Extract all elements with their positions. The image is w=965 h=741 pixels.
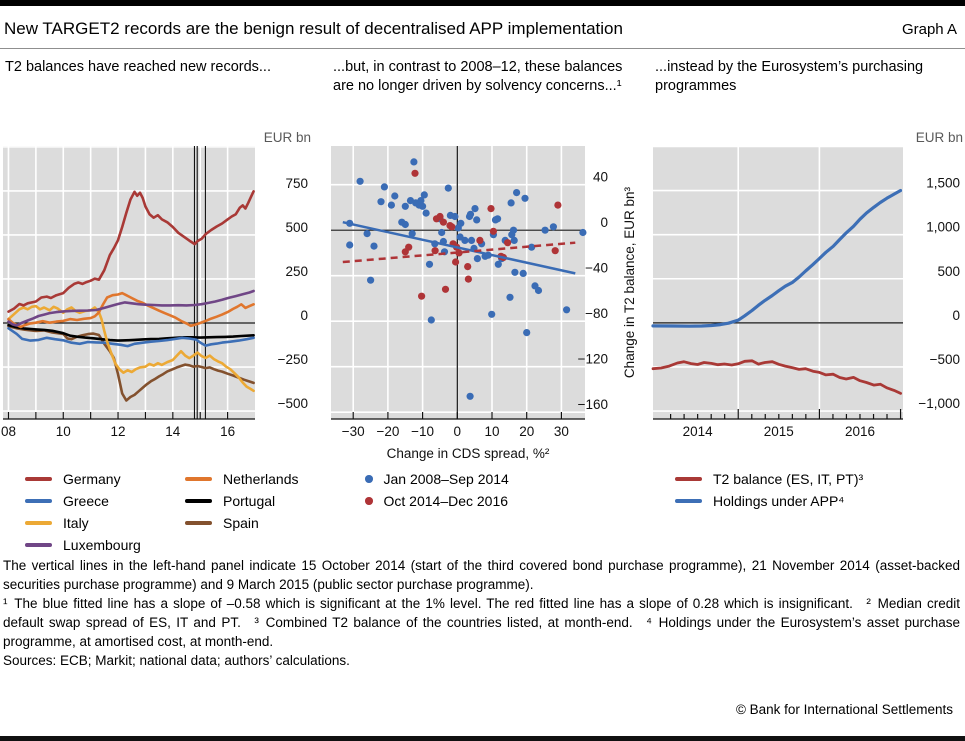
legend-label: Jan 2008–Sep 2014 bbox=[383, 471, 509, 487]
title-row: New TARGET2 records are the benign resul… bbox=[0, 6, 965, 39]
axis-unit-label: EUR bn bbox=[263, 130, 311, 145]
panel-subtitle: T2 balances have reached new records... bbox=[5, 59, 271, 75]
svg-text:10: 10 bbox=[484, 424, 499, 439]
svg-text:−10: −10 bbox=[411, 424, 434, 439]
svg-text:0: 0 bbox=[454, 424, 462, 439]
svg-text:−250: −250 bbox=[278, 352, 308, 367]
legend-label: Portugal bbox=[223, 493, 276, 509]
graph-label: Graph A bbox=[901, 21, 957, 38]
svg-text:Change in T2 balance, EUR bn³: Change in T2 balance, EUR bn³ bbox=[622, 186, 637, 378]
bottom-rule-bar bbox=[0, 736, 965, 741]
title-rule bbox=[0, 48, 965, 49]
italy-line-swatch bbox=[25, 521, 52, 525]
svg-text:14: 14 bbox=[165, 424, 181, 439]
legend-column: Netherlands Portugal Spain bbox=[185, 468, 299, 556]
legend-item-portugal: Portugal bbox=[185, 490, 299, 512]
top-rule-bar bbox=[0, 0, 965, 6]
svg-text:16: 16 bbox=[220, 424, 235, 439]
footnotes-text: ¹ The blue fitted line has a slope of –0… bbox=[3, 596, 960, 649]
panels-container: T2 balances have reached new records... … bbox=[0, 49, 965, 556]
line-chart-t2-balances: 08 10 12 14 16 750 500 250 0 −250 −500 bbox=[1, 146, 308, 439]
legend-item-red-period: Oct 2014–Dec 2016 bbox=[360, 490, 644, 512]
panel-app-holdings: ...instead by the Eurosystem’s purchasin… bbox=[644, 49, 965, 556]
svg-text:−40: −40 bbox=[585, 261, 608, 276]
sources-text: Sources: ECB; Markit; national data; aut… bbox=[3, 653, 350, 668]
svg-text:0: 0 bbox=[300, 308, 308, 323]
svg-text:30: 30 bbox=[554, 424, 569, 439]
svg-text:−500: −500 bbox=[930, 352, 960, 367]
svg-text:2014: 2014 bbox=[683, 424, 714, 439]
app-line-swatch bbox=[675, 499, 702, 503]
svg-text:−30: −30 bbox=[342, 424, 365, 439]
svg-text:750: 750 bbox=[285, 176, 308, 191]
svg-text:−80: −80 bbox=[585, 306, 608, 321]
svg-text:12: 12 bbox=[111, 424, 126, 439]
svg-text:2016: 2016 bbox=[845, 424, 875, 439]
legend-item-spain: Spain bbox=[185, 512, 299, 534]
notes-block: The vertical lines in the left-hand pane… bbox=[0, 556, 965, 670]
svg-text:0: 0 bbox=[952, 308, 960, 323]
left-legend: Germany Greece Italy Luxembourg Netherla… bbox=[25, 468, 322, 556]
luxembourg-line-swatch bbox=[25, 543, 52, 547]
panel-subtitle: ...instead by the Eurosystem’s purchasin… bbox=[655, 59, 924, 94]
svg-text:500: 500 bbox=[285, 220, 308, 235]
germany-line-swatch bbox=[25, 477, 52, 481]
legend-label: T2 balance (ES, IT, PT)³ bbox=[713, 471, 864, 487]
svg-text:2015: 2015 bbox=[764, 424, 794, 439]
svg-text:−20: −20 bbox=[376, 424, 399, 439]
legend-label: Italy bbox=[63, 515, 89, 531]
svg-text:1,000: 1,000 bbox=[926, 220, 960, 235]
right-legend: T2 balance (ES, IT, PT)³ Holdings under … bbox=[675, 468, 965, 512]
netherlands-line-swatch bbox=[185, 477, 212, 481]
svg-text:250: 250 bbox=[285, 264, 308, 279]
svg-text:−160: −160 bbox=[578, 397, 608, 412]
legend-item-netherlands: Netherlands bbox=[185, 468, 299, 490]
svg-text:500: 500 bbox=[937, 264, 960, 279]
panel-cds-scatter: ...but, in contrast to 2008–12, these ba… bbox=[322, 49, 644, 556]
legend-label: Oct 2014–Dec 2016 bbox=[383, 493, 509, 509]
scatter-legend: Jan 2008–Sep 2014 Oct 2014–Dec 2016 bbox=[360, 468, 644, 512]
panel-subtitle: ...but, in contrast to 2008–12, these ba… bbox=[333, 59, 623, 94]
portugal-line-swatch bbox=[185, 499, 212, 503]
axis-unit-label: EUR bn bbox=[915, 130, 963, 145]
legend-item-greece: Greece bbox=[25, 490, 185, 512]
svg-text:20: 20 bbox=[519, 424, 534, 439]
legend-label: Luxembourg bbox=[63, 537, 141, 553]
vertical-lines-note: The vertical lines in the left-hand pane… bbox=[3, 558, 960, 592]
svg-text:10: 10 bbox=[56, 424, 71, 439]
t2-balance-line-swatch bbox=[675, 477, 702, 481]
legend-label: Spain bbox=[223, 515, 259, 531]
legend-column: Germany Greece Italy Luxembourg bbox=[25, 468, 185, 556]
svg-text:−120: −120 bbox=[578, 352, 608, 367]
blue-dot-swatch bbox=[365, 475, 373, 483]
legend-item-germany: Germany bbox=[25, 468, 185, 490]
legend-label: Greece bbox=[63, 493, 109, 509]
svg-text:1,500: 1,500 bbox=[926, 176, 960, 191]
svg-text:−1,000: −1,000 bbox=[918, 396, 960, 411]
graph-title: New TARGET2 records are the benign resul… bbox=[4, 19, 623, 38]
svg-text:−500: −500 bbox=[278, 396, 308, 411]
red-dot-swatch bbox=[365, 497, 373, 505]
legend-item-app-holdings: Holdings under APP⁴ bbox=[675, 490, 965, 512]
copyright-text: © Bank for International Settlements bbox=[735, 702, 953, 717]
svg-text:Change in CDS spread, %²: Change in CDS spread, %² bbox=[387, 446, 550, 461]
svg-text:40: 40 bbox=[593, 170, 608, 185]
scatter-chart-cds: −30 −20 −10 0 10 20 30 40 0 −40 −80 −120 −160 Change … bbox=[331, 146, 637, 461]
legend-item-italy: Italy bbox=[25, 512, 185, 534]
legend-item-t2-balance: T2 balance (ES, IT, PT)³ bbox=[675, 468, 965, 490]
legend-label: Holdings under APP⁴ bbox=[713, 493, 845, 509]
panel-t2-balances: T2 balances have reached new records... … bbox=[0, 49, 322, 556]
svg-text:08: 08 bbox=[1, 424, 16, 439]
greece-line-swatch bbox=[25, 499, 52, 503]
legend-label: Netherlands bbox=[223, 471, 299, 487]
line-chart-app: 2014 2015 2016 1,500 1,000 500 0 −500 −1,000 bbox=[651, 145, 960, 439]
legend-item-luxembourg: Luxembourg bbox=[25, 534, 185, 556]
svg-text:0: 0 bbox=[600, 215, 608, 230]
spain-line-swatch bbox=[185, 521, 212, 525]
legend-item-blue-period: Jan 2008–Sep 2014 bbox=[360, 468, 644, 490]
axis-unit-label bbox=[331, 130, 649, 146]
legend-label: Germany bbox=[63, 471, 121, 487]
